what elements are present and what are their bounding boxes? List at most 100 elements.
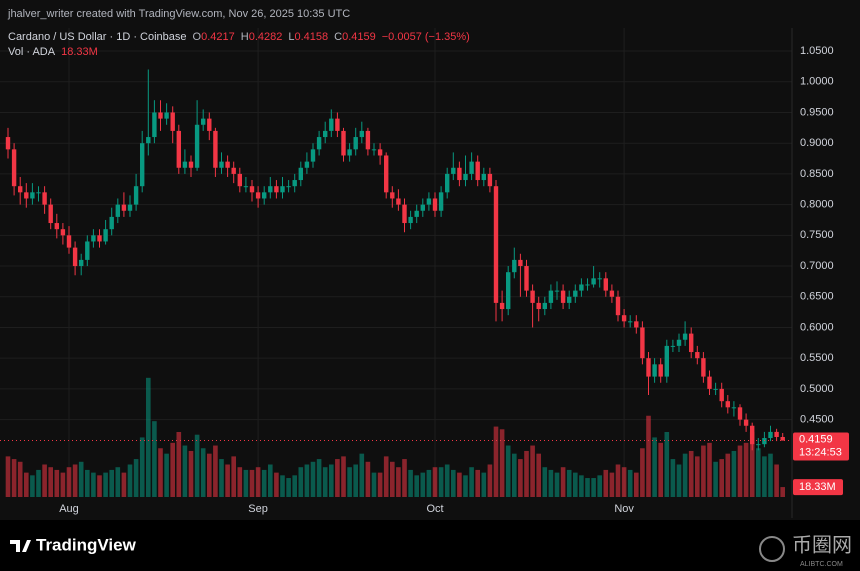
candle-body bbox=[5, 137, 11, 150]
candle-body bbox=[457, 167, 462, 181]
volume-bar bbox=[347, 467, 352, 497]
volume-bar bbox=[743, 442, 749, 497]
watermark: 币圈网 ALIBTC.COM bbox=[759, 533, 852, 568]
candle-body bbox=[170, 112, 175, 131]
candle-body bbox=[91, 235, 96, 242]
volume-bar bbox=[359, 453, 365, 497]
candle-body bbox=[731, 407, 737, 409]
volume-bar bbox=[304, 464, 310, 497]
volume-bar bbox=[652, 437, 657, 497]
candle-body bbox=[530, 290, 535, 303]
volume-bar bbox=[365, 461, 371, 497]
candle-body bbox=[274, 186, 279, 193]
candle-body bbox=[213, 130, 218, 168]
candle-body bbox=[603, 278, 608, 291]
volume-bar bbox=[469, 467, 474, 497]
volume-bar bbox=[701, 445, 706, 497]
candle-body bbox=[54, 223, 59, 230]
candle-body bbox=[432, 198, 438, 211]
volume-bar bbox=[548, 469, 554, 497]
candle-body bbox=[719, 388, 724, 402]
volume-bar bbox=[670, 459, 676, 497]
candle-body bbox=[249, 186, 255, 193]
y-tick-label: 0.4500 bbox=[800, 414, 834, 426]
candle-body bbox=[737, 407, 743, 420]
candle-body bbox=[463, 173, 468, 181]
candle-body bbox=[567, 296, 572, 303]
volume-bar bbox=[524, 450, 529, 497]
candle-body bbox=[353, 137, 358, 150]
volume-bar bbox=[432, 467, 438, 497]
volume-bar bbox=[615, 464, 621, 497]
y-tick-label: 1.0500 bbox=[800, 45, 834, 57]
volume-bar bbox=[30, 475, 35, 497]
candle-body bbox=[725, 401, 730, 408]
volume-bar bbox=[621, 467, 627, 497]
volume-bar bbox=[207, 453, 212, 497]
candle-body bbox=[146, 137, 151, 144]
candle-body bbox=[542, 302, 547, 310]
candle-body bbox=[585, 284, 590, 286]
volume-bar bbox=[158, 448, 163, 497]
candle-body bbox=[371, 149, 377, 151]
volume-bar bbox=[731, 450, 737, 497]
candle-body bbox=[365, 130, 371, 150]
volume-bar bbox=[91, 472, 96, 497]
candle-body bbox=[30, 192, 35, 199]
candle-body bbox=[768, 431, 773, 439]
candle-body bbox=[194, 124, 200, 168]
candle-body bbox=[36, 192, 41, 194]
last-price-box bbox=[793, 432, 849, 461]
volume-bar bbox=[200, 448, 206, 497]
volume-bar bbox=[133, 459, 139, 497]
volume-bar bbox=[420, 472, 426, 497]
volume-bar bbox=[383, 456, 389, 497]
volume-bar bbox=[121, 472, 127, 497]
volume-bar bbox=[249, 469, 255, 497]
candle-body bbox=[414, 210, 419, 217]
ohlc-key: O bbox=[193, 31, 202, 43]
candle-body bbox=[384, 155, 389, 193]
volume-bar bbox=[646, 415, 651, 497]
volume-bar bbox=[499, 429, 505, 497]
volume-bar bbox=[487, 464, 493, 497]
ohlc-value: 0.4158 bbox=[294, 31, 328, 43]
candle-body bbox=[304, 161, 310, 168]
candle-body bbox=[115, 204, 120, 217]
candle-body bbox=[298, 167, 303, 181]
candle-body bbox=[493, 186, 499, 303]
candle-body bbox=[286, 186, 291, 188]
candle-body bbox=[634, 321, 639, 328]
candle-body bbox=[560, 290, 566, 303]
candle-body bbox=[79, 259, 84, 267]
candle-body bbox=[109, 216, 114, 230]
candle-body bbox=[329, 118, 334, 131]
y-tick-label: 0.5000 bbox=[800, 383, 834, 395]
candle-body bbox=[445, 173, 450, 193]
ohlc-value: 0.4282 bbox=[249, 31, 283, 43]
volume-bar bbox=[451, 469, 456, 497]
candle-body bbox=[402, 204, 407, 224]
volume-bar bbox=[298, 467, 304, 497]
volume-bar bbox=[597, 475, 602, 497]
volume-bar bbox=[627, 469, 633, 497]
candle-body bbox=[756, 444, 761, 446]
volume-bar bbox=[756, 448, 761, 497]
y-tick-label: 0.8500 bbox=[800, 168, 834, 180]
volume-bar bbox=[170, 442, 175, 497]
candle-body bbox=[591, 278, 596, 285]
change: −0.0057 (−1.35%) bbox=[382, 31, 470, 43]
ohlc-key: L bbox=[288, 31, 294, 43]
candle-body bbox=[713, 388, 718, 390]
volume-bar bbox=[481, 472, 487, 497]
candle-body bbox=[390, 192, 395, 199]
ohlc-value: 0.4217 bbox=[201, 31, 235, 43]
candle-body bbox=[164, 112, 169, 119]
volume-bar bbox=[36, 469, 41, 497]
volume-bar bbox=[353, 464, 358, 497]
volume-bar bbox=[237, 467, 243, 497]
volume-bar bbox=[48, 467, 53, 497]
volume-bar bbox=[261, 469, 267, 497]
candle-body bbox=[231, 167, 236, 174]
